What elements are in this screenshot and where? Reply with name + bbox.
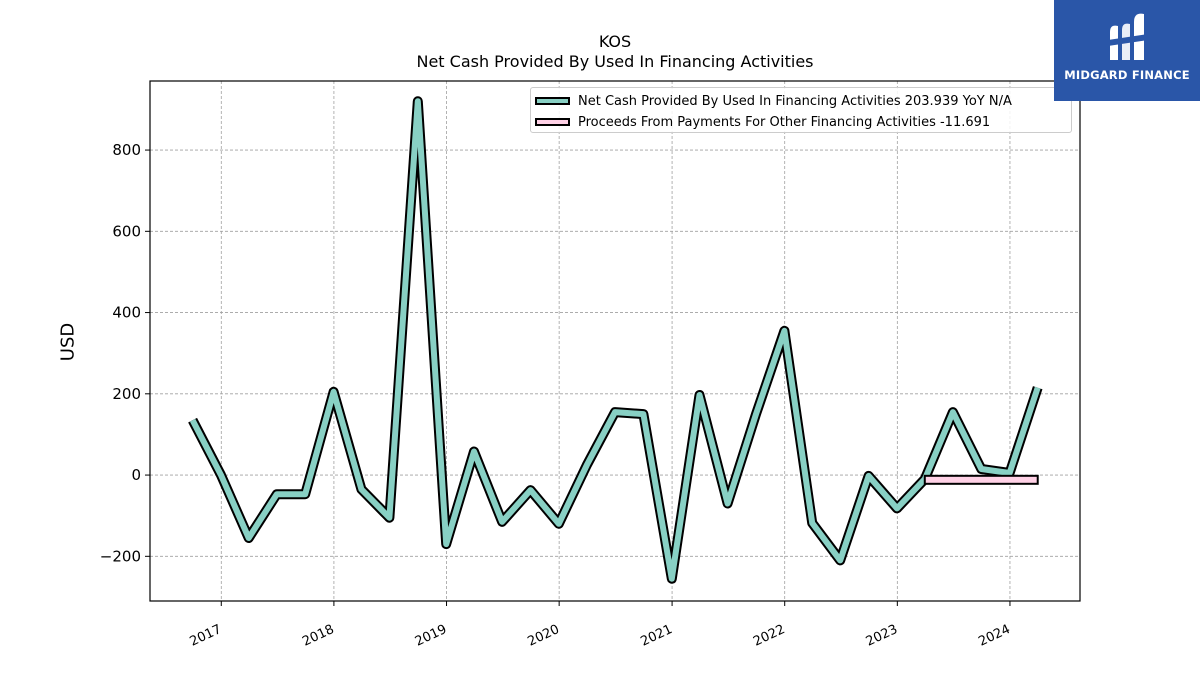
- x-axis: 2017 2018 2019 2020 2021 2022 2023 2024: [188, 601, 1013, 650]
- x-tick-label: 2023: [864, 622, 900, 650]
- y-tick-label: 0: [131, 466, 141, 484]
- legend-swatch-proceeds: [535, 118, 570, 126]
- plot-frame: [149, 80, 1081, 602]
- brand-logo: MIDGARD FINANCE: [1054, 0, 1200, 101]
- series-line-net-cash: [189, 98, 1041, 582]
- chart-title: KOS: [598, 32, 632, 51]
- plot-area: [188, 96, 1043, 584]
- legend-label-proceeds: Proceeds From Payments For Other Financi…: [578, 114, 991, 130]
- x-tick-label: 2018: [300, 622, 336, 650]
- series-outline-net-cash: [188, 96, 1043, 584]
- legend: Net Cash Provided By Used In Financing A…: [530, 87, 1072, 133]
- y-tick-label: −200: [100, 547, 141, 565]
- x-tick-label: 2019: [413, 622, 449, 650]
- legend-item-net-cash: Net Cash Provided By Used In Financing A…: [535, 91, 1012, 111]
- logo-mark-icon: [1108, 13, 1148, 61]
- x-tick-label: 2024: [976, 622, 1012, 650]
- x-tick-label: 2022: [751, 622, 787, 650]
- y-axis-label: USD: [57, 322, 79, 362]
- y-tick-label: 800: [112, 141, 141, 159]
- y-tick-label: 200: [112, 385, 141, 403]
- legend-label-net-cash: Net Cash Provided By Used In Financing A…: [578, 93, 1012, 109]
- legend-swatch-net-cash: [535, 97, 570, 105]
- x-tick-label: 2021: [638, 622, 674, 650]
- y-axis: −200 0 200 400 600 800: [100, 141, 150, 565]
- series-line-proceeds: [923, 474, 1039, 485]
- logo-text: MIDGARD FINANCE: [1064, 68, 1190, 82]
- x-tick-label: 2020: [526, 622, 562, 650]
- chart-subtitle: Net Cash Provided By Used In Financing A…: [416, 52, 814, 71]
- grid-lines: [150, 81, 1080, 601]
- legend-item-proceeds: Proceeds From Payments For Other Financi…: [535, 112, 990, 132]
- y-tick-label: 600: [112, 222, 141, 240]
- x-tick-label: 2017: [188, 622, 224, 650]
- y-tick-label: 400: [112, 304, 141, 322]
